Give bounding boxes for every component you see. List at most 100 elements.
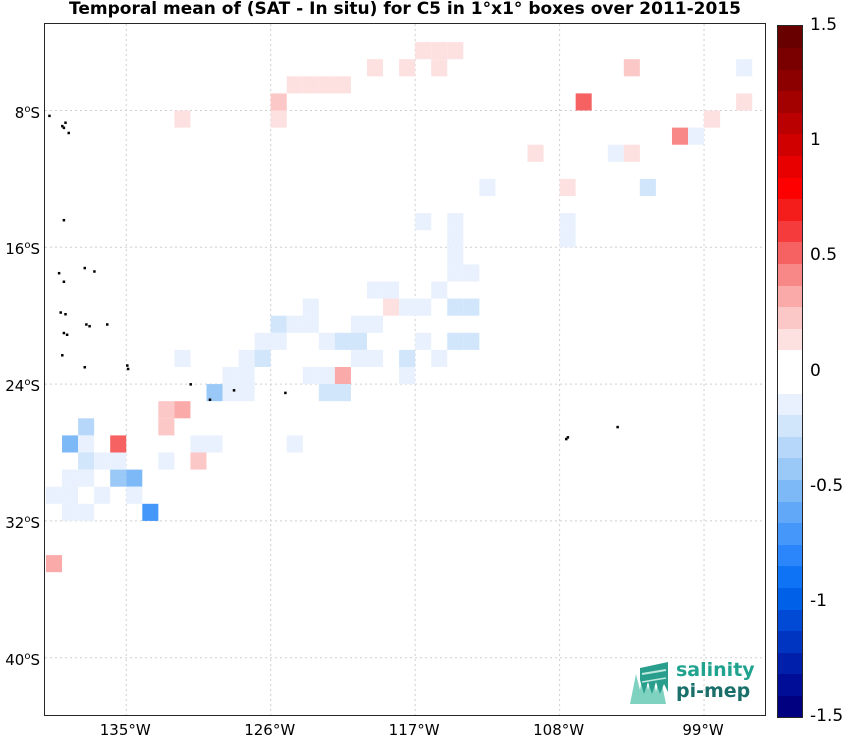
heatmap-cell [623, 59, 640, 77]
island-land [208, 398, 212, 401]
heatmap-cell [142, 503, 159, 521]
heatmap-cell [399, 367, 416, 385]
heatmap-cell [415, 298, 432, 316]
colorbar-segment [778, 695, 802, 717]
heatmap-cell [110, 452, 127, 470]
y-tick-label: 24oS [5, 377, 40, 396]
island-land [59, 311, 62, 314]
heatmap-cell [350, 315, 367, 333]
heatmap-cell [206, 435, 223, 453]
colorbar-segment [778, 155, 802, 178]
heatmap-cell [174, 349, 191, 367]
island-land [65, 333, 69, 337]
island-land [61, 124, 64, 128]
island-land [126, 364, 129, 367]
island-land [616, 425, 619, 429]
heatmap-cell [318, 384, 335, 402]
island-land [126, 367, 130, 371]
island-land [62, 126, 66, 130]
heatmap-cell [158, 452, 175, 470]
heatmap-cell [286, 76, 303, 94]
heatmap-cell [286, 435, 303, 453]
heatmap-cell [94, 486, 111, 504]
x-tick-label: 135°W [99, 721, 151, 739]
heatmap-cell [62, 469, 79, 487]
colorbar-segment [778, 609, 802, 632]
heatmap-cell [222, 367, 239, 385]
island-land [48, 114, 51, 118]
colorbar-segment [778, 69, 802, 92]
island-land [284, 391, 287, 395]
island-land [83, 366, 87, 369]
heatmap-cell [431, 281, 448, 299]
heatmap-cell [334, 332, 351, 350]
island-land [62, 331, 66, 335]
colorbar-tick-label: -0.5 [810, 475, 844, 496]
island-land [88, 324, 91, 328]
heatmap-cell [78, 503, 95, 521]
heatmap-cell [431, 59, 448, 77]
island-land [67, 131, 70, 135]
heatmap-cell [126, 486, 143, 504]
heatmap-cell [62, 435, 79, 453]
colorbar [777, 25, 803, 718]
heatmap-cell [78, 418, 95, 436]
colorbar-segment [778, 349, 802, 372]
heatmap-cell [174, 110, 191, 128]
island-land [565, 437, 568, 441]
map-canvas [45, 24, 765, 715]
heatmap-cell [78, 469, 95, 487]
island-land [105, 323, 109, 326]
colorbar-segment [778, 544, 802, 567]
heatmap-cell [415, 332, 432, 350]
x-tick-label: 99°W [682, 721, 724, 739]
island-land [61, 354, 64, 357]
heatmap-cell [447, 247, 464, 265]
colorbar-segment [778, 112, 802, 135]
heatmap-cell [334, 76, 351, 94]
heatmap-cell [62, 486, 79, 504]
heatmap-cell [78, 452, 95, 470]
x-tick-label: 126°W [244, 721, 296, 739]
heatmap-cell [78, 435, 95, 453]
heatmap-cell [463, 298, 480, 316]
island-land [189, 383, 192, 386]
heatmap-cell [447, 332, 464, 350]
colorbar-segment [778, 263, 802, 286]
island-land [232, 389, 236, 392]
y-tick-label: 32oS [5, 513, 40, 532]
heatmap-cell [350, 332, 367, 350]
heatmap-cell [399, 298, 416, 316]
heatmap-cell [190, 452, 207, 470]
colorbar-segment [778, 673, 802, 696]
heatmap-cell [270, 110, 287, 128]
heatmap-cell [639, 178, 656, 196]
logo-line2: pi-mep [676, 680, 751, 702]
colorbar-segment [778, 285, 802, 308]
colorbar-segment [778, 90, 802, 113]
heatmap-cell [367, 315, 384, 333]
heatmap-cell [447, 42, 464, 60]
heatmap-cell [736, 59, 753, 77]
heatmap-cell [302, 315, 319, 333]
y-tick-label: 40oS [5, 650, 40, 669]
heatmap-cell [447, 230, 464, 248]
heatmap-cell [334, 367, 351, 385]
colorbar-segment [778, 393, 802, 416]
colorbar-segment [778, 501, 802, 524]
colorbar-tick-label: 0.5 [810, 245, 838, 266]
heatmap-cell [62, 503, 79, 521]
heatmap-cell [559, 178, 576, 196]
colorbar-tick-label: -1 [810, 590, 827, 611]
colorbar-segment [778, 565, 802, 588]
heatmap-cell [367, 349, 384, 367]
colorbar-segment [778, 177, 802, 200]
heatmap-cell [158, 418, 175, 436]
heatmap-cell [383, 298, 400, 316]
colorbar-segment [778, 479, 802, 502]
colorbar-segment [778, 371, 802, 394]
heatmap-cell [302, 298, 319, 316]
heatmap-cell [527, 144, 544, 162]
island-land [64, 312, 67, 316]
heatmap-cell [736, 93, 753, 111]
